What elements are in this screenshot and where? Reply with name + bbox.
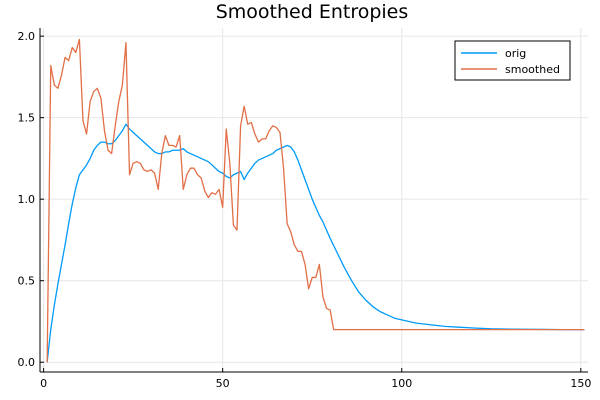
legend-label-smoothed: smoothed [505, 63, 560, 76]
y-tick-label: 2.0 [18, 30, 36, 43]
x-tick-label: 100 [391, 377, 412, 390]
legend-label-orig: orig [505, 47, 526, 60]
series [46, 38, 585, 363]
y-tick-label: 1.0 [18, 193, 36, 206]
y-tick-label: 0.0 [18, 356, 36, 369]
y-tick-label: 0.5 [18, 275, 36, 288]
y-tick-label: 1.5 [18, 112, 36, 125]
x-tick-label: 150 [570, 377, 591, 390]
series-line-orig [46, 123, 585, 363]
chart-title: Smoothed Entropies [216, 1, 409, 23]
legend-box [454, 40, 571, 81]
axes: 0 50 100 150 0.0 0.5 1.0 1.5 2.0 [18, 28, 591, 390]
x-tick-label: 50 [216, 377, 230, 390]
grid [40, 28, 588, 372]
x-tick-label: 0 [40, 377, 47, 390]
legend: orig smoothed [454, 40, 571, 81]
series-line-smoothed [46, 38, 585, 363]
